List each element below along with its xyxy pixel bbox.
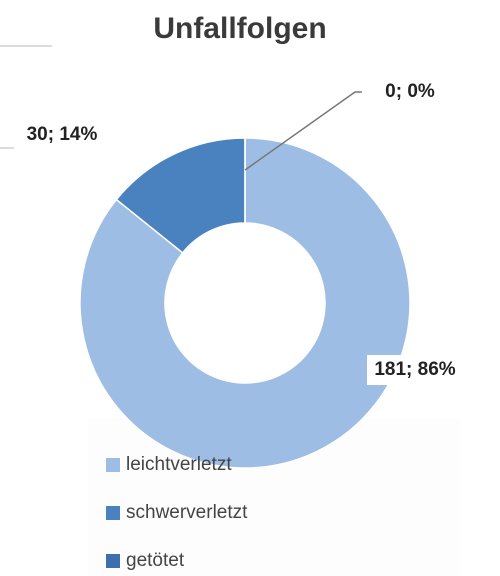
data-label: 181; 86%: [374, 359, 455, 380]
data-label-box: [362, 77, 458, 107]
leader-line: [244, 91, 365, 171]
donut-segment: [79, 137, 411, 469]
legend-label: leichtverletzt: [126, 454, 232, 475]
legend-label: schwerverletzt: [126, 502, 248, 523]
legend-swatch: [106, 458, 120, 472]
data-label-box: [367, 355, 463, 385]
data-label-box: [14, 120, 110, 150]
chart-title: Unfallfolgen: [153, 12, 326, 45]
legend-label: getötet: [126, 550, 185, 571]
data-label: 0; 0%: [385, 81, 435, 102]
legend-swatch: [106, 506, 120, 520]
data-label: 30; 14%: [27, 124, 98, 145]
legend-swatch: [106, 554, 120, 568]
